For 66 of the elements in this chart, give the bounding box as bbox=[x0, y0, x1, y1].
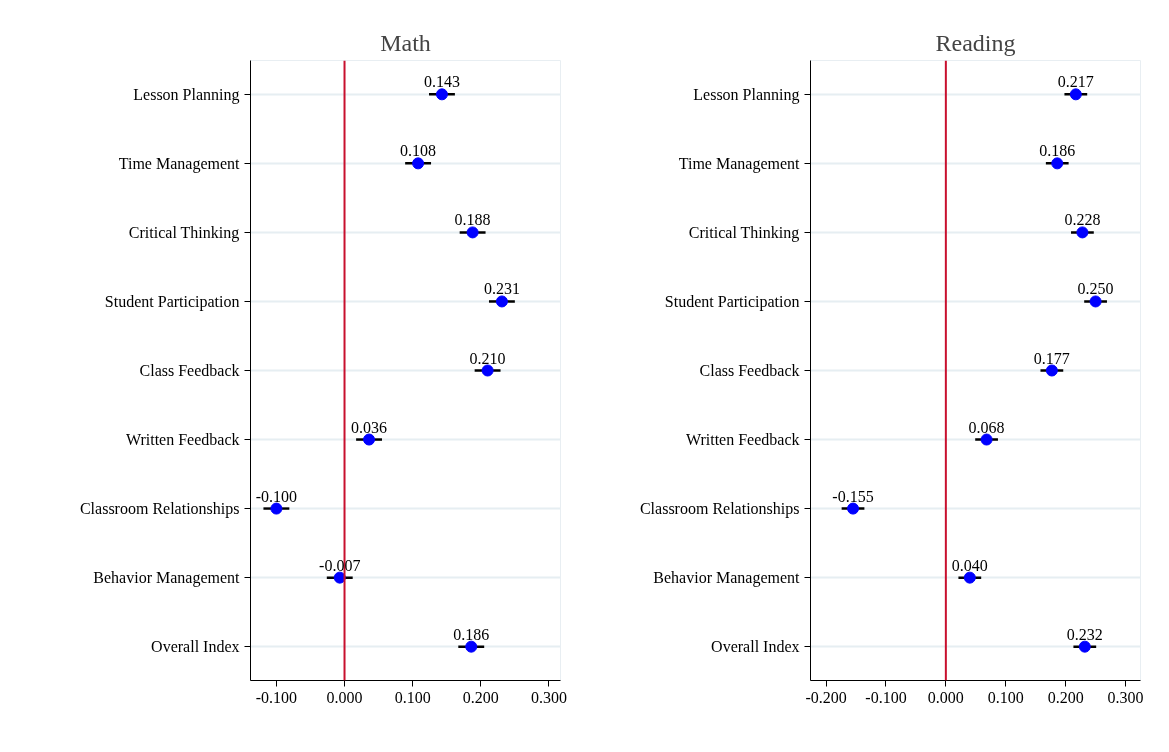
y-tick-label: Lesson Planning bbox=[133, 85, 240, 104]
data-label: 0.036 bbox=[351, 418, 388, 436]
y-tick-label: Class Feedback bbox=[139, 362, 240, 379]
y-tick-label: Student Participation bbox=[664, 292, 800, 311]
y-tick-label: Behavior Management bbox=[653, 569, 801, 588]
y-tick-label: Behavior Management bbox=[93, 569, 241, 588]
point bbox=[1089, 295, 1102, 308]
chart-title: Math bbox=[380, 29, 431, 56]
y-tick-label: Student Participation bbox=[104, 292, 240, 311]
data-label: 0.188 bbox=[454, 211, 491, 229]
data-label: 0.231 bbox=[483, 280, 520, 298]
data-label: 0.143 bbox=[423, 73, 460, 91]
data-label: 0.068 bbox=[968, 418, 1005, 436]
point bbox=[1076, 226, 1089, 239]
x-tick-label: 0.200 bbox=[1047, 688, 1084, 706]
data-label: 0.040 bbox=[951, 556, 988, 574]
point bbox=[1078, 640, 1091, 653]
data-label: 0.177 bbox=[1033, 349, 1070, 367]
y-tick-label: Critical Thinking bbox=[128, 223, 240, 242]
y-tick-label: Time Management bbox=[118, 154, 241, 173]
chart-title: Reading bbox=[935, 29, 1016, 56]
x-tick-label: 0.000 bbox=[326, 688, 363, 706]
point bbox=[1045, 364, 1058, 377]
point bbox=[1069, 88, 1082, 101]
y-tick-label: Critical Thinking bbox=[688, 223, 800, 242]
point bbox=[363, 433, 376, 446]
y-tick-label: Written Feedback bbox=[685, 431, 800, 449]
x-tick-label: -0.100 bbox=[865, 688, 907, 706]
data-label: 0.228 bbox=[1064, 211, 1101, 229]
y-tick-label: Time Management bbox=[678, 154, 801, 173]
data-label: 0.186 bbox=[1039, 142, 1076, 160]
point bbox=[980, 433, 993, 446]
y-tick-label: Classroom Relationships bbox=[639, 500, 800, 519]
data-label: 0.250 bbox=[1077, 280, 1114, 298]
data-label: -0.100 bbox=[255, 487, 298, 505]
point bbox=[466, 226, 479, 239]
y-tick-label: Overall Index bbox=[711, 638, 800, 656]
data-label: 0.217 bbox=[1057, 73, 1094, 91]
x-tick-label: 0.000 bbox=[927, 688, 964, 706]
point bbox=[1051, 157, 1064, 170]
data-label: -0.155 bbox=[832, 487, 874, 505]
data-label: 0.186 bbox=[453, 625, 490, 643]
point bbox=[847, 502, 860, 515]
x-tick-label: -0.100 bbox=[255, 688, 298, 706]
point bbox=[435, 88, 448, 101]
x-tick-label: 0.200 bbox=[462, 688, 499, 706]
y-tick-label: Classroom Relationships bbox=[79, 500, 240, 519]
data-label: 0.232 bbox=[1066, 625, 1103, 643]
y-tick-label: Written Feedback bbox=[125, 431, 240, 449]
data-label: 0.210 bbox=[469, 349, 506, 367]
x-tick-label: 0.100 bbox=[394, 688, 431, 706]
x-tick-label: 0.300 bbox=[530, 688, 567, 706]
point bbox=[412, 157, 425, 170]
point bbox=[465, 640, 478, 653]
x-tick-label: 0.100 bbox=[987, 688, 1024, 706]
x-tick-label: 0.300 bbox=[1107, 688, 1144, 706]
point bbox=[481, 364, 494, 377]
y-tick-label: Lesson Planning bbox=[693, 85, 800, 104]
y-tick-label: Overall Index bbox=[151, 638, 240, 656]
point bbox=[333, 571, 346, 584]
y-tick-label: Class Feedback bbox=[699, 362, 800, 379]
point bbox=[495, 295, 508, 308]
point bbox=[963, 571, 976, 584]
point bbox=[270, 502, 283, 515]
x-tick-label: -0.200 bbox=[805, 688, 847, 706]
data-label: 0.108 bbox=[400, 142, 437, 160]
